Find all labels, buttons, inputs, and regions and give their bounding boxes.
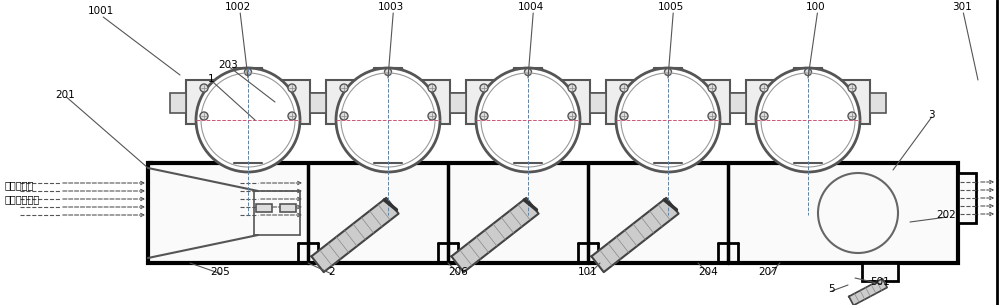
Circle shape bbox=[480, 84, 488, 92]
Text: 2: 2 bbox=[328, 267, 335, 277]
Text: 101: 101 bbox=[578, 267, 598, 277]
Polygon shape bbox=[451, 198, 539, 272]
Bar bbox=[730, 93, 746, 113]
Bar bbox=[862, 263, 898, 281]
Circle shape bbox=[288, 84, 296, 92]
Circle shape bbox=[336, 68, 440, 172]
Bar bbox=[466, 80, 590, 124]
Bar bbox=[730, 93, 746, 113]
Bar bbox=[256, 204, 272, 212]
Text: 301: 301 bbox=[952, 2, 972, 12]
Text: 1004: 1004 bbox=[518, 2, 544, 12]
Text: 3: 3 bbox=[928, 110, 935, 120]
Circle shape bbox=[568, 84, 576, 92]
Text: 被检测气体: 被检测气体 bbox=[5, 180, 34, 190]
Bar bbox=[590, 93, 606, 113]
Circle shape bbox=[620, 112, 628, 120]
Text: 207: 207 bbox=[758, 267, 778, 277]
Circle shape bbox=[620, 84, 628, 92]
Bar bbox=[310, 93, 326, 113]
Polygon shape bbox=[849, 279, 887, 305]
Bar bbox=[870, 93, 886, 113]
Text: 206: 206 bbox=[448, 267, 468, 277]
Text: 1005: 1005 bbox=[658, 2, 684, 12]
Circle shape bbox=[196, 68, 300, 172]
Circle shape bbox=[568, 112, 576, 120]
Bar bbox=[186, 80, 310, 124]
Circle shape bbox=[708, 112, 716, 120]
Text: 1: 1 bbox=[208, 74, 215, 84]
Circle shape bbox=[708, 84, 716, 92]
Bar bbox=[310, 93, 326, 113]
Circle shape bbox=[428, 112, 436, 120]
Circle shape bbox=[848, 112, 856, 120]
Text: 100: 100 bbox=[806, 2, 826, 12]
Bar bbox=[746, 80, 870, 124]
Circle shape bbox=[200, 84, 208, 92]
Circle shape bbox=[760, 84, 768, 92]
Text: 1001: 1001 bbox=[88, 6, 114, 16]
Circle shape bbox=[340, 84, 348, 92]
Circle shape bbox=[244, 69, 252, 76]
Text: 1002: 1002 bbox=[225, 2, 251, 12]
Bar bbox=[326, 80, 450, 124]
Text: 1003: 1003 bbox=[378, 2, 404, 12]
Circle shape bbox=[524, 69, 532, 76]
Circle shape bbox=[428, 84, 436, 92]
Circle shape bbox=[756, 68, 860, 172]
Circle shape bbox=[384, 69, 392, 76]
Text: （或含颗粒）: （或含颗粒） bbox=[5, 194, 40, 204]
Bar bbox=[606, 80, 730, 124]
Circle shape bbox=[288, 112, 296, 120]
Bar bbox=[450, 93, 466, 113]
Circle shape bbox=[480, 112, 488, 120]
Circle shape bbox=[760, 112, 768, 120]
Circle shape bbox=[476, 68, 580, 172]
Text: 501: 501 bbox=[870, 277, 890, 287]
Bar bbox=[148, 163, 958, 263]
Bar bbox=[958, 173, 976, 223]
Circle shape bbox=[200, 112, 208, 120]
Text: 202: 202 bbox=[936, 210, 956, 220]
Bar bbox=[590, 93, 606, 113]
Polygon shape bbox=[591, 198, 679, 272]
Circle shape bbox=[848, 84, 856, 92]
Bar bbox=[170, 93, 186, 113]
Text: 204: 204 bbox=[698, 267, 718, 277]
Polygon shape bbox=[311, 198, 399, 272]
Text: 203: 203 bbox=[218, 60, 238, 70]
Circle shape bbox=[804, 69, 812, 76]
Bar bbox=[450, 93, 466, 113]
Bar bbox=[280, 204, 296, 212]
Circle shape bbox=[664, 69, 672, 76]
Text: 205: 205 bbox=[210, 267, 230, 277]
Text: 201: 201 bbox=[55, 90, 75, 100]
Circle shape bbox=[340, 112, 348, 120]
Text: 5: 5 bbox=[828, 284, 835, 294]
Circle shape bbox=[616, 68, 720, 172]
